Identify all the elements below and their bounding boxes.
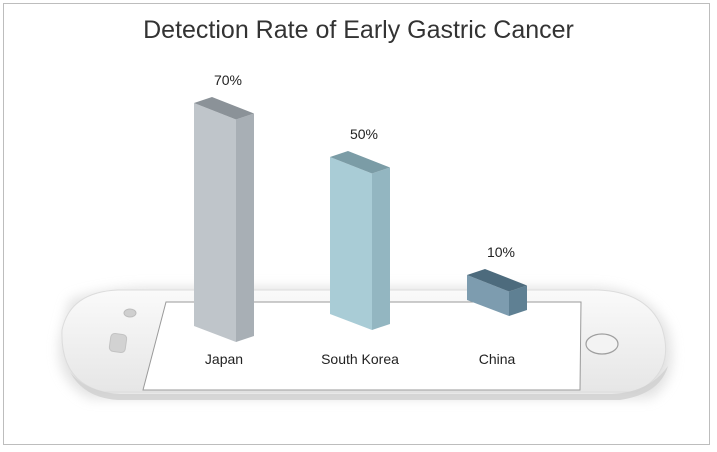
labels-group: 70% Japan 50% South Korea 10% China bbox=[205, 72, 516, 367]
bar-front bbox=[330, 157, 372, 330]
bar-japan bbox=[194, 97, 254, 342]
value-label: 10% bbox=[487, 244, 515, 260]
bar-china bbox=[467, 269, 527, 316]
value-label: 70% bbox=[214, 72, 242, 88]
phone-camera bbox=[123, 308, 137, 318]
bar-front bbox=[194, 103, 236, 342]
phone-speaker bbox=[108, 332, 128, 354]
bar-top bbox=[194, 97, 254, 120]
category-label: Japan bbox=[205, 351, 243, 367]
category-label: China bbox=[479, 351, 516, 367]
bar-side bbox=[509, 285, 527, 316]
value-label: 50% bbox=[350, 126, 378, 142]
phone-home-button bbox=[585, 333, 619, 355]
bar-side bbox=[236, 113, 254, 342]
bar-top bbox=[467, 269, 527, 292]
bar-front bbox=[467, 275, 509, 316]
category-label: South Korea bbox=[321, 351, 399, 367]
bar-top bbox=[330, 151, 390, 174]
chart-title: Detection Rate of Early Gastric Cancer bbox=[143, 16, 574, 44]
bar-south-korea bbox=[330, 151, 390, 330]
phone-bottom-edge bbox=[70, 366, 668, 400]
bar-side bbox=[372, 167, 390, 330]
bars-group bbox=[194, 97, 527, 342]
